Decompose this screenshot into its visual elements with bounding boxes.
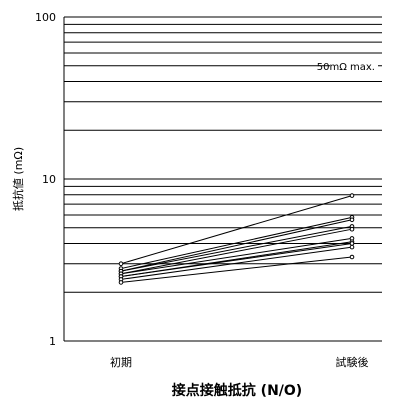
axes [63,17,382,342]
series-segment [120,256,353,283]
series-line [118,254,355,285]
data-point [349,254,355,260]
series-line [118,193,355,267]
limit-label-background [330,58,378,73]
series-segment [120,219,353,272]
gridlines [64,16,382,293]
y-tick-labels: 1 10 100 [35,11,56,348]
data-point [118,280,124,285]
x-tick-label: 試験後 [336,355,369,369]
y-tick-label: 1 [49,335,56,348]
data-point [349,241,355,246]
series-segment [120,228,353,275]
y-axis-label: 抵抗値 (mΩ) [11,147,25,211]
series-segment [120,242,353,278]
data-point [118,261,124,267]
limit-label: 50mΩ max. [317,62,375,73]
x-tick-labels: 初期 試験後 [110,355,369,369]
series-line [118,215,355,271]
x-axis-title: 接点接触抵抗 (N/O) [172,382,302,399]
series-segment [120,225,353,272]
series-segment [120,216,353,270]
series-segment [120,237,353,275]
y-tick-label: 10 [42,173,56,186]
data-point [349,226,355,232]
series-segment [120,246,353,280]
data-point [349,244,355,250]
data-point [349,193,355,198]
data-point [349,217,355,223]
y-tick-label: 100 [35,11,56,24]
series-group [118,193,355,285]
series-segment [120,195,353,265]
x-tick-label: 初期 [110,355,132,369]
